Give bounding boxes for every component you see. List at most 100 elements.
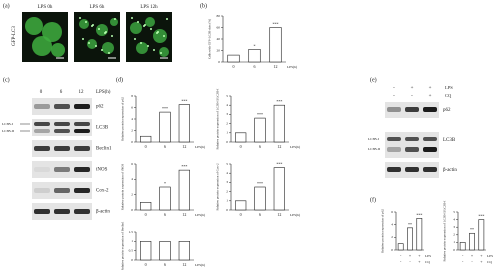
- blot: [32, 119, 92, 136]
- x-row-sign: +: [418, 259, 421, 264]
- blot-row-label: p62: [96, 105, 104, 110]
- dot: [114, 18, 116, 20]
- side-label: LC3B-II: [368, 147, 381, 151]
- band: [405, 147, 419, 152]
- band: [34, 209, 50, 214]
- x-row-sign: -: [462, 253, 464, 258]
- y-tick-label: 4: [131, 117, 133, 121]
- y-axis-label: Relative protein expression of LC3B-II/L…: [216, 89, 220, 150]
- panel-label: (a): [3, 2, 10, 9]
- bar: [273, 104, 285, 143]
- side-label: LC3B-I: [368, 137, 380, 141]
- y-tick-label: 1: [131, 239, 133, 243]
- blot-row-label: iNOS: [96, 168, 108, 173]
- blot-row-label: LC3B: [443, 138, 456, 143]
- treatment-name: LPS: [445, 85, 453, 90]
- y-tick-label: 0: [226, 140, 228, 144]
- dot: [101, 49, 103, 51]
- x-axis-label: LPS(h): [195, 213, 206, 217]
- band: [54, 122, 70, 126]
- bar: [159, 111, 171, 143]
- x-tick-label: 12: [182, 144, 186, 149]
- band: [423, 167, 437, 172]
- panel-label: (f): [370, 196, 376, 203]
- bar: [178, 169, 190, 211]
- significance: **: [470, 227, 474, 232]
- dot: [166, 18, 168, 20]
- y-tick-label: 2: [391, 235, 393, 239]
- y-tick-label: 1: [226, 131, 228, 135]
- y-tick-label: 60: [217, 25, 221, 29]
- x-tick-label: 12: [277, 212, 281, 217]
- bar: [478, 219, 485, 251]
- micrograph-title: LPS 6h: [90, 5, 105, 10]
- y-tick-label: 3: [226, 112, 228, 116]
- blot-row-label: β-actin: [96, 210, 110, 215]
- y-tick-label: 20: [217, 48, 221, 52]
- x-row-sign: -: [462, 259, 464, 264]
- bar: [254, 117, 266, 143]
- y-tick-label: 1.5: [129, 230, 134, 234]
- cell: [42, 22, 62, 42]
- y-tick-label: 0: [131, 208, 133, 212]
- significance: ***: [162, 106, 168, 111]
- x-axis-label: LPS(h): [290, 145, 301, 149]
- bar: [227, 54, 240, 63]
- y-tick-label: 6: [391, 210, 393, 214]
- x-axis-label: LPS(h): [290, 213, 301, 217]
- significance: ***: [276, 162, 282, 167]
- x-row-sign: +: [480, 253, 483, 258]
- cell: [25, 17, 43, 35]
- treatment-sign: -: [393, 86, 395, 91]
- bar: [140, 202, 152, 211]
- band: [34, 167, 50, 172]
- x-tick-label: 0: [240, 212, 242, 217]
- band: [34, 122, 50, 126]
- bar: [140, 241, 152, 261]
- significance: ***: [416, 212, 422, 217]
- band: [54, 188, 70, 193]
- band: [54, 209, 70, 214]
- y-axis-label: Relative protein expression of Beclin1: [121, 221, 125, 270]
- x-row-sign: -: [409, 259, 411, 264]
- x-tick-label: 0: [145, 212, 147, 217]
- dot: [134, 38, 136, 40]
- bar: [254, 186, 266, 211]
- treatment-name: CQ: [445, 93, 452, 98]
- y-tick-label: 2: [226, 189, 228, 193]
- y-tick-label: 2: [131, 192, 133, 196]
- bar: [273, 167, 285, 211]
- x-row-name: CQ: [487, 260, 492, 264]
- dot: [150, 28, 152, 30]
- y-tick-label: 8: [131, 94, 133, 98]
- y-tick-label: 0.5: [129, 248, 134, 252]
- significance: ***: [478, 214, 484, 219]
- y-tick-label: 5: [226, 94, 228, 98]
- y-tick-label: 3: [226, 180, 228, 184]
- band: [405, 137, 419, 141]
- significance: ***: [257, 112, 263, 117]
- band: [34, 129, 50, 133]
- significance: ***: [276, 99, 282, 104]
- y-tick-label: 1: [453, 240, 455, 244]
- y-tick-label: 4: [391, 222, 393, 226]
- bar: [159, 241, 171, 261]
- band: [74, 146, 90, 151]
- x-row-name: LPS: [487, 254, 493, 258]
- band: [405, 167, 419, 172]
- x-row-sign: -: [471, 259, 473, 264]
- band: [54, 129, 70, 133]
- x-tick-label: 6: [164, 144, 166, 149]
- lane-axis: LPS(h): [96, 90, 111, 95]
- cell: [110, 18, 118, 26]
- band: [74, 122, 90, 126]
- y-tick-label: 6: [131, 162, 133, 166]
- cell: [96, 24, 108, 36]
- y-axis-label: Relative protein expression of p62: [381, 209, 385, 253]
- significance: ***: [181, 99, 187, 104]
- x-row-name: LPS: [425, 254, 431, 258]
- cell: [145, 17, 155, 27]
- y-tick-label: 4: [453, 217, 455, 221]
- x-tick-label: 6: [164, 212, 166, 217]
- band: [387, 137, 401, 141]
